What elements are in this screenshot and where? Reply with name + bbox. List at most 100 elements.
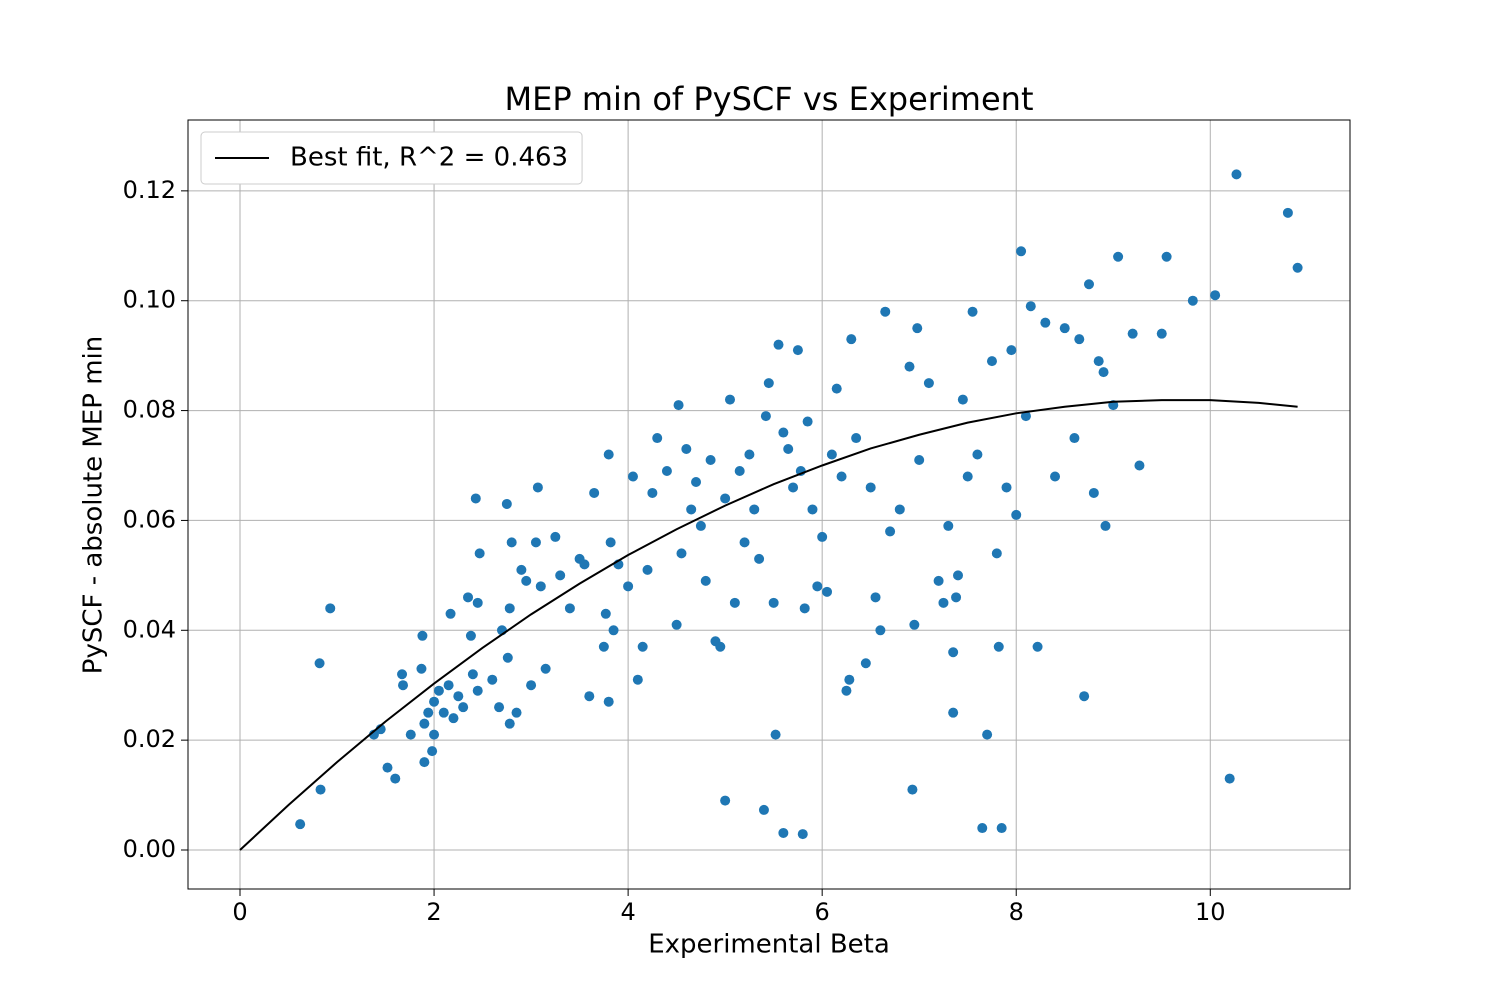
scatter-point: [504, 718, 515, 729]
y-tick-label: 0.04: [123, 615, 176, 643]
scatter-point: [564, 603, 575, 614]
scatter-point: [423, 707, 434, 718]
scatter-point: [511, 707, 522, 718]
scatter-point: [598, 641, 609, 652]
scatter-point: [427, 746, 438, 757]
legend-label: Best fit, R^2 = 0.463: [290, 143, 568, 173]
scatter-point: [744, 449, 755, 460]
scatter-point: [923, 378, 934, 389]
scatter-point: [1069, 433, 1080, 444]
scatter-point: [739, 537, 750, 548]
x-tick-label: 10: [1195, 898, 1226, 926]
scatter-point: [681, 444, 692, 455]
scatter-point: [880, 306, 891, 317]
y-tick-label: 0.12: [123, 176, 176, 204]
scatter-point: [1074, 334, 1085, 345]
scatter-point: [860, 658, 871, 669]
scatter-point: [397, 669, 408, 680]
x-tick-label: 6: [815, 898, 830, 926]
scatter-point: [760, 411, 771, 422]
x-tick-label: 2: [426, 898, 441, 926]
scatter-point: [749, 504, 760, 515]
scatter-point: [579, 559, 590, 570]
scatter-point: [1161, 251, 1172, 262]
scatter-point: [603, 449, 614, 460]
scatter-point: [812, 581, 823, 592]
scatter-point: [605, 537, 616, 548]
scatter-point: [870, 592, 881, 603]
scatter-point: [584, 691, 595, 702]
scatter-point: [647, 487, 658, 498]
y-tick-label: 0.08: [123, 396, 176, 424]
scatter-point: [603, 696, 614, 707]
scatter-point: [957, 394, 968, 405]
y-tick-label: 0.00: [123, 835, 176, 863]
scatter-point: [1088, 487, 1099, 498]
scatter-point: [802, 416, 813, 427]
scatter-point: [1059, 323, 1070, 334]
scatter-point: [530, 537, 541, 548]
scatter-point: [433, 685, 444, 696]
scatter-point: [600, 608, 611, 619]
scatter-point: [700, 575, 711, 586]
scatter-point: [1032, 641, 1043, 652]
scatter-point: [325, 603, 336, 614]
chart-title: MEP min of PySCF vs Experiment: [505, 80, 1034, 118]
scatter-point: [991, 548, 1002, 559]
scatter-point: [768, 597, 779, 608]
scatter-point: [770, 729, 781, 740]
scatter-point: [445, 608, 456, 619]
scatter-point: [465, 630, 476, 641]
x-axis-label: Experimental Beta: [648, 930, 890, 960]
scatter-point: [516, 564, 527, 575]
scatter-point: [797, 829, 808, 840]
scatter-point: [720, 493, 731, 504]
scatter-point: [724, 394, 735, 405]
scatter-point: [1006, 345, 1017, 356]
scatter-point: [1050, 471, 1061, 482]
scatter-point: [467, 669, 478, 680]
scatter-point: [448, 713, 459, 724]
y-tick-label: 0.06: [123, 505, 176, 533]
scatter-point: [914, 455, 925, 466]
scatter-point: [817, 531, 828, 542]
scatter-point: [632, 674, 643, 685]
scatter-point: [907, 784, 918, 795]
scatter-point: [894, 504, 905, 515]
scatter-point: [627, 471, 638, 482]
scatter-point: [851, 433, 862, 444]
scatter-point: [778, 427, 789, 438]
scatter-point: [846, 334, 857, 345]
scatter-point: [676, 548, 687, 559]
scatter-point: [844, 674, 855, 685]
scatter-point: [982, 729, 993, 740]
scatter-point: [550, 531, 561, 542]
scatter-point: [1016, 246, 1027, 257]
scatter-point: [589, 487, 600, 498]
scatter-point: [1025, 301, 1036, 312]
scatter-point: [953, 570, 964, 581]
scatter-point: [1292, 262, 1303, 273]
scatter-point: [1134, 460, 1145, 471]
scatter-point: [996, 823, 1007, 834]
scatter-point: [419, 718, 430, 729]
y-tick-label: 0.10: [123, 286, 176, 314]
scatter-point: [474, 548, 485, 559]
scatter-point: [826, 449, 837, 460]
scatter-point: [1224, 773, 1235, 784]
scatter-point: [506, 537, 517, 548]
scatter-point: [1127, 328, 1138, 339]
scatter-point: [1100, 520, 1111, 531]
scatter-point: [912, 323, 923, 334]
scatter-point: [904, 361, 915, 372]
scatter-point: [754, 553, 765, 564]
scatter-point: [453, 691, 464, 702]
scatter-point: [715, 641, 726, 652]
scatter-point: [783, 444, 794, 455]
scatter-point: [1040, 317, 1051, 328]
scatter-point: [686, 504, 697, 515]
scatter-point: [390, 773, 401, 784]
scatter-point: [951, 592, 962, 603]
scatter-point: [831, 383, 842, 394]
